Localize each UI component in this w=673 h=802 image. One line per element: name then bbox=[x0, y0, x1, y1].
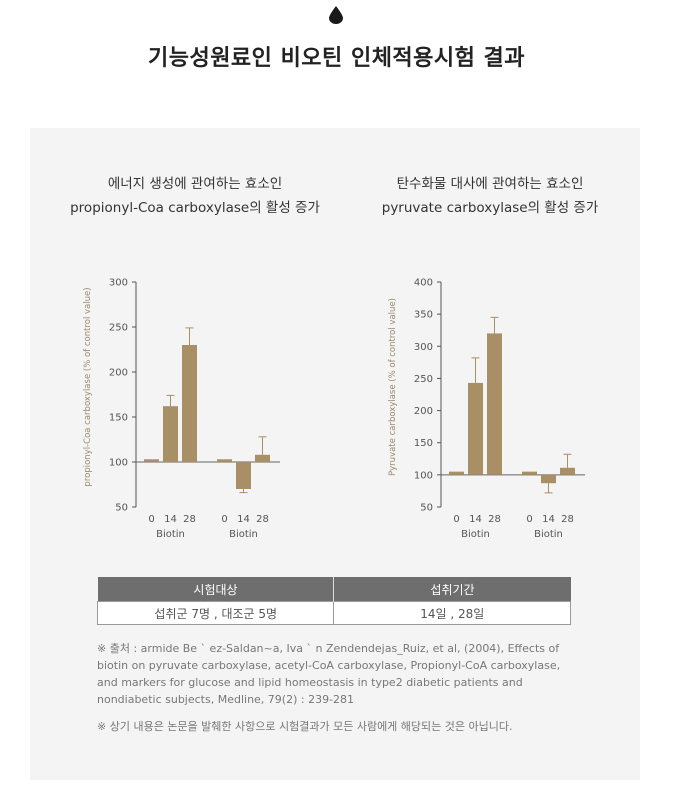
drop-icon bbox=[329, 6, 343, 24]
group-label: Biotin bbox=[156, 529, 185, 540]
y-tick-label: 100 bbox=[414, 470, 433, 481]
group-label: Biotin bbox=[534, 529, 563, 540]
y-tick-label: 50 bbox=[420, 503, 433, 514]
group-label: Biotin bbox=[229, 529, 258, 540]
y-tick-label: 250 bbox=[414, 374, 433, 385]
disclaimer-text: ※ 상기 내용은 논문을 발췌한 사항으로 시험결과가 모든 사람에게 해당되는… bbox=[97, 720, 513, 733]
x-tick-label: 28 bbox=[561, 514, 574, 525]
y-tick-label: 150 bbox=[414, 438, 433, 449]
x-tick-label: 14 bbox=[237, 514, 250, 525]
chart2-ylabel: Pyruvate carboxylase (% of control value… bbox=[388, 298, 398, 476]
y-tick-label: 400 bbox=[414, 278, 433, 289]
group-label: Biotin bbox=[461, 529, 490, 540]
bar bbox=[255, 454, 270, 462]
bar bbox=[468, 382, 483, 475]
bar bbox=[144, 459, 159, 462]
y-tick-label: 250 bbox=[109, 323, 128, 334]
bar bbox=[217, 459, 232, 462]
x-tick-label: 14 bbox=[542, 514, 555, 525]
bar bbox=[236, 462, 251, 489]
bar bbox=[560, 467, 575, 475]
y-tick-label: 200 bbox=[414, 406, 433, 417]
bar bbox=[522, 471, 537, 475]
y-tick-label: 100 bbox=[109, 458, 128, 469]
x-tick-label: 28 bbox=[183, 514, 196, 525]
chart1-title-line2: propionyl-Coa carboxylase의 활성 증가 bbox=[70, 200, 320, 216]
x-tick-label: 0 bbox=[221, 514, 227, 525]
table-cell-period: 14일 , 28일 bbox=[333, 601, 571, 625]
table-cell-subjects: 섭취군 7명 , 대조군 5명 bbox=[96, 601, 335, 625]
table-header-subjects: 시험대상 bbox=[97, 577, 334, 602]
x-tick-label: 0 bbox=[148, 514, 154, 525]
x-tick-label: 0 bbox=[526, 514, 532, 525]
chart2-title-line1: 탄수화물 대사에 관여하는 효소인 bbox=[396, 176, 584, 192]
x-tick-label: 14 bbox=[469, 514, 482, 525]
y-tick-label: 300 bbox=[109, 278, 128, 289]
chart1-title-line1: 에너지 생성에 관여하는 효소인 bbox=[107, 176, 283, 192]
table-header-period: 섭취기간 bbox=[333, 577, 571, 602]
chart1-title: 에너지 생성에 관여하는 효소인 propionyl-Coa carboxyla… bbox=[55, 172, 335, 220]
study-info-table: 시험대상 섭취기간 섭취군 7명 , 대조군 5명 14일 , 28일 bbox=[96, 577, 571, 625]
bar bbox=[449, 471, 464, 475]
chart1-ylabel: propionyl-Coa carboxylase (% of control … bbox=[83, 287, 93, 487]
y-tick-label: 150 bbox=[109, 413, 128, 424]
x-tick-label: 0 bbox=[453, 514, 459, 525]
bar bbox=[182, 345, 197, 462]
chart2-title: 탄수화물 대사에 관여하는 효소인 pyruvate carboxylase의 … bbox=[350, 172, 630, 220]
y-tick-label: 50 bbox=[115, 503, 128, 514]
bar bbox=[163, 406, 178, 462]
reference-text: ※ 출처 : armide Be ` ez-Saldan~a, Iva ` n … bbox=[97, 642, 561, 706]
page-title: 기능성원료인 비오틴 인체적용시험 결과 bbox=[147, 46, 526, 71]
chart2-title-line2: pyruvate carboxylase의 활성 증가 bbox=[381, 200, 599, 216]
x-tick-label: 14 bbox=[164, 514, 177, 525]
y-tick-label: 300 bbox=[414, 342, 433, 353]
bar bbox=[541, 474, 556, 484]
results-panel bbox=[30, 128, 640, 780]
x-tick-label: 28 bbox=[488, 514, 501, 525]
bar bbox=[487, 333, 502, 475]
x-tick-label: 28 bbox=[256, 514, 269, 525]
y-tick-label: 350 bbox=[414, 310, 433, 321]
y-tick-label: 200 bbox=[109, 368, 128, 379]
